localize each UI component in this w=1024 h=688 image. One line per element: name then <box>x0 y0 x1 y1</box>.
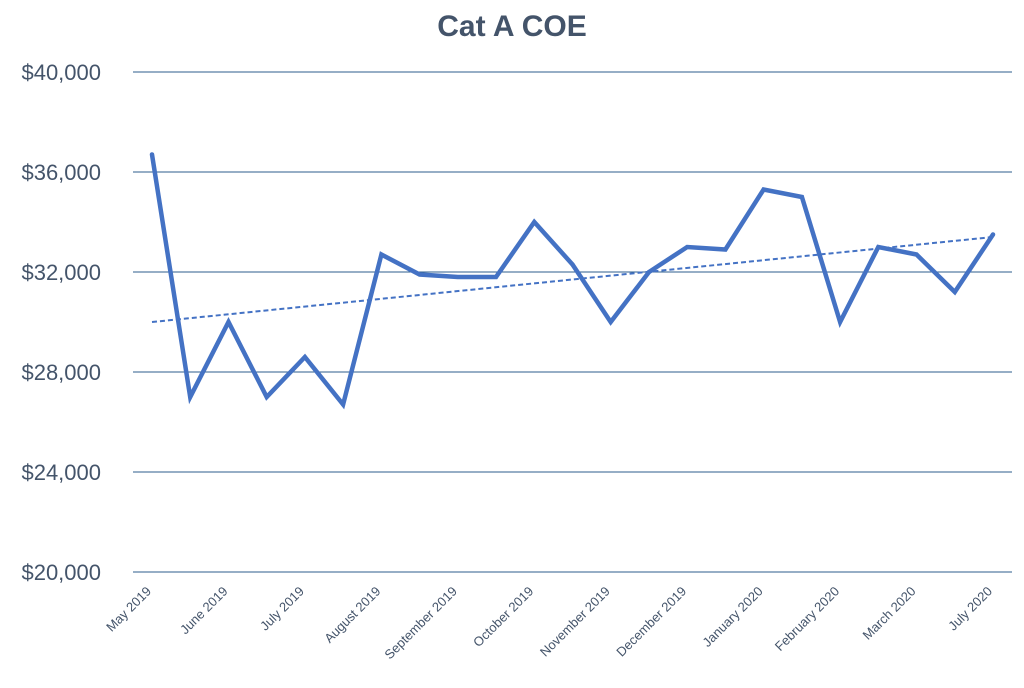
data-point <box>150 152 154 157</box>
chart-title: Cat A COE <box>437 10 586 43</box>
y-tick-label: $32,000 <box>21 260 101 285</box>
series-layer <box>149 152 996 410</box>
data-point <box>417 272 422 277</box>
data-point <box>838 320 843 324</box>
x-tick-label: June 2019 <box>177 584 231 638</box>
data-point <box>455 275 460 279</box>
data-point <box>991 232 995 237</box>
data-point <box>646 270 651 274</box>
data-point <box>952 290 957 294</box>
x-tick-label: February 2020 <box>772 584 842 654</box>
data-point <box>799 195 804 199</box>
y-axis-ticks: $20,000 $24,000 $28,000 $32,000 $36,000 $40,0… <box>21 60 101 585</box>
data-point <box>570 262 575 267</box>
y-tick-label: $28,000 <box>21 360 101 385</box>
data-point <box>379 252 384 257</box>
y-tick-label: $36,000 <box>21 160 101 185</box>
trendline <box>151 236 994 323</box>
data-point <box>341 402 346 407</box>
data-point <box>264 395 269 399</box>
x-tick-label: August 2019 <box>321 584 383 646</box>
x-tick-label: July 2020 <box>945 584 995 634</box>
data-point <box>761 187 766 192</box>
x-tick-label: July 2019 <box>257 584 307 634</box>
data-point <box>876 245 881 249</box>
x-tick-label: November 2019 <box>537 584 613 660</box>
x-tick-label: March 2020 <box>860 584 919 643</box>
gridlines <box>133 71 1012 573</box>
x-tick-label: May 2019 <box>103 584 154 635</box>
data-point <box>685 245 690 249</box>
data-point <box>226 320 231 324</box>
data-point <box>302 355 307 359</box>
x-tick-label: January 2020 <box>699 584 765 650</box>
y-tick-label: $40,000 <box>21 60 101 85</box>
y-tick-label: $20,000 <box>21 560 101 585</box>
data-point <box>914 252 919 257</box>
series-line <box>149 152 996 410</box>
data-point <box>723 247 728 252</box>
data-point <box>532 220 537 224</box>
data-point <box>188 395 193 399</box>
x-axis-ticks: May 2019 June 2019 July 2019 August 2019Sep… <box>103 584 995 663</box>
x-tick-label: October 2019 <box>470 584 536 650</box>
y-tick-label: $24,000 <box>21 460 101 485</box>
trendline-layer <box>151 236 994 323</box>
x-tick-label: September 2019 <box>381 584 460 663</box>
data-point <box>608 320 613 324</box>
x-tick-label: December 2019 <box>613 584 689 660</box>
data-point <box>494 275 499 279</box>
